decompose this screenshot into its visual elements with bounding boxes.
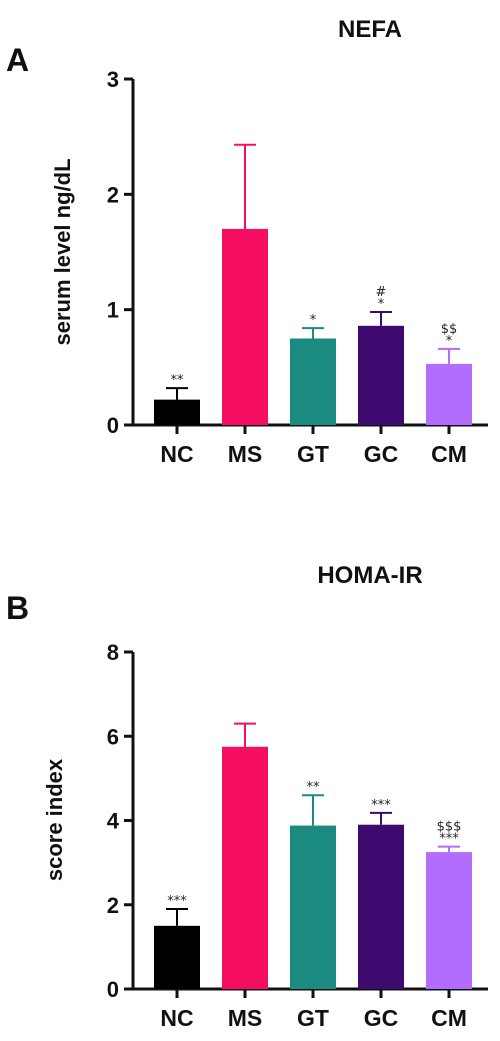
significance-label: *** — [439, 832, 459, 847]
y-axis-label: serum level ng/dL — [50, 158, 75, 345]
chart-title: HOMA-IR — [317, 562, 423, 589]
significance-label: # — [376, 285, 387, 300]
x-tick-label: MS — [228, 441, 263, 467]
bar-ms — [222, 746, 268, 989]
significance-label: *** — [371, 798, 391, 813]
significance-label: $$ — [441, 322, 458, 337]
y-tick-label: 0 — [107, 413, 119, 438]
x-tick-label: CM — [431, 441, 467, 467]
significance-label: * — [310, 313, 317, 328]
significance-label: ** — [307, 780, 321, 795]
y-axis-label: score index — [42, 758, 67, 881]
significance-label: * — [378, 297, 385, 312]
bar-cm — [426, 852, 472, 989]
x-tick-label: GC — [364, 441, 399, 467]
panel-letter: A — [6, 42, 30, 78]
panel-b: B HOMA-IR 0 2 4 6 8 score index NC *** MS GT ** GC *… — [0, 560, 500, 1041]
y-tick-label: 3 — [107, 67, 119, 92]
bar-gc — [358, 325, 404, 425]
bar-gc — [358, 824, 404, 989]
bar-cm — [426, 363, 472, 425]
x-tick-label: CM — [431, 1005, 467, 1031]
panel-letter: B — [6, 590, 30, 626]
bar-gt — [290, 338, 336, 425]
panel-a: A NEFA 0 1 2 3 serum level ng/dL NC ** MS GT * GC #… — [0, 0, 500, 520]
x-tick-label: GT — [297, 441, 329, 467]
x-tick-label: MS — [228, 1005, 263, 1031]
y-tick-label: 2 — [107, 893, 119, 918]
bar-nc — [154, 399, 200, 425]
y-tick-label: 4 — [107, 809, 120, 834]
significance-label: *** — [167, 894, 187, 909]
x-tick-label: GT — [297, 1005, 329, 1031]
chart-title: NEFA — [337, 16, 402, 43]
y-tick-label: 6 — [107, 724, 119, 749]
x-tick-label: NC — [160, 441, 193, 467]
y-tick-label: 1 — [107, 298, 119, 323]
y-tick-label: 2 — [107, 182, 119, 207]
significance-label: * — [446, 334, 453, 349]
significance-label: $$$ — [437, 820, 462, 835]
bar-ms — [222, 228, 268, 425]
significance-label: ** — [171, 373, 185, 388]
bar-nc — [154, 925, 200, 989]
y-tick-label: 8 — [107, 640, 119, 665]
x-tick-label: GC — [364, 1005, 399, 1031]
y-tick-label: 0 — [107, 977, 119, 1002]
x-tick-label: NC — [160, 1005, 193, 1031]
bar-gt — [290, 825, 336, 989]
